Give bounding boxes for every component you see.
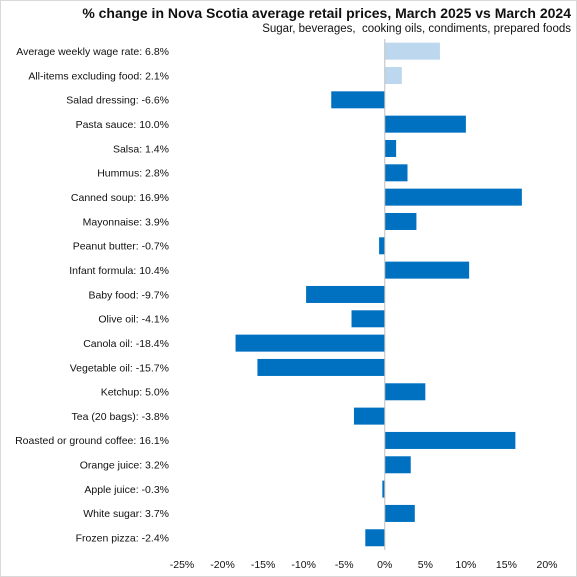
category-label: Roasted or ground coffee: 16.1% xyxy=(15,435,169,447)
x-tick-label: 10% xyxy=(455,559,476,571)
category-label: Hummus: 2.8% xyxy=(97,168,169,180)
category-label: Salsa: 1.4% xyxy=(113,143,169,155)
bar-9 xyxy=(384,261,470,279)
category-label: Olive oil: -4.1% xyxy=(98,314,169,326)
x-tick-label: -15% xyxy=(251,559,276,571)
category-label: Infant formula: 10.4% xyxy=(69,265,169,277)
category-labels-group: Average weekly wage rate: 6.8% All-items … xyxy=(15,46,169,545)
bar-4 xyxy=(384,139,397,157)
bar-1 xyxy=(384,66,402,84)
category-label: Pasta sauce: 10.0% xyxy=(76,119,169,131)
bars-group xyxy=(235,42,522,547)
bar-18 xyxy=(382,480,385,498)
category-label: Tea (20 bags): -3.8% xyxy=(72,411,169,423)
x-tick-label: -25% xyxy=(170,559,195,571)
category-label: Baby food: -9.7% xyxy=(88,289,169,301)
chart-title: % change in Nova Scotia average retail p… xyxy=(82,5,571,21)
bar-10 xyxy=(306,285,385,303)
category-label: White sugar: 3.7% xyxy=(83,508,169,520)
category-label: Mayonnaise: 3.9% xyxy=(83,216,169,228)
bar-0 xyxy=(384,42,440,60)
bar-13 xyxy=(257,358,385,376)
category-label: Salad dressing: -6.6% xyxy=(66,95,169,107)
x-tick-label: -20% xyxy=(210,559,235,571)
bar-19 xyxy=(384,504,415,522)
x-tick-label: 0% xyxy=(377,559,392,571)
bar-3 xyxy=(384,115,466,133)
bar-2 xyxy=(331,91,385,109)
bar-6 xyxy=(384,188,522,206)
bar-16 xyxy=(384,431,516,449)
category-label: Ketchup: 5.0% xyxy=(101,387,169,399)
x-tick-label: -5% xyxy=(335,559,354,571)
category-label: Canned soup: 16.9% xyxy=(71,192,169,204)
x-tick-label: -10% xyxy=(291,559,316,571)
category-label: Canola oil: -18.4% xyxy=(83,338,169,350)
x-tick-label: 20% xyxy=(536,559,557,571)
category-label: Vegetable oil: -15.7% xyxy=(70,362,169,374)
bar-8 xyxy=(379,237,385,255)
category-label: Orange juice: 3.2% xyxy=(80,460,169,472)
category-label: Apple juice: -0.3% xyxy=(84,484,169,496)
category-label: Average weekly wage rate: 6.8% xyxy=(16,46,169,58)
bar-14 xyxy=(384,383,426,401)
bar-17 xyxy=(384,456,411,474)
x-tick-labels-group: -25% -20% -15% -10% -5% 0% 5% 10% 15% 20% xyxy=(170,559,558,571)
bar-11 xyxy=(351,310,385,328)
chart-subtitle: Sugar, beverages, cooking oils, condimen… xyxy=(262,23,571,35)
category-label: Peanut butter: -0.7% xyxy=(73,241,169,253)
category-label: Frozen pizza: -2.4% xyxy=(76,533,169,545)
bar-12 xyxy=(235,334,385,352)
x-tick-label: 5% xyxy=(418,559,433,571)
category-label: All-items excluding food: 2.1% xyxy=(28,70,169,82)
bar-5 xyxy=(384,164,408,182)
x-tick-label: 15% xyxy=(496,559,517,571)
bar-7 xyxy=(384,212,417,230)
bar-15 xyxy=(353,407,385,425)
bar-20 xyxy=(365,529,385,547)
